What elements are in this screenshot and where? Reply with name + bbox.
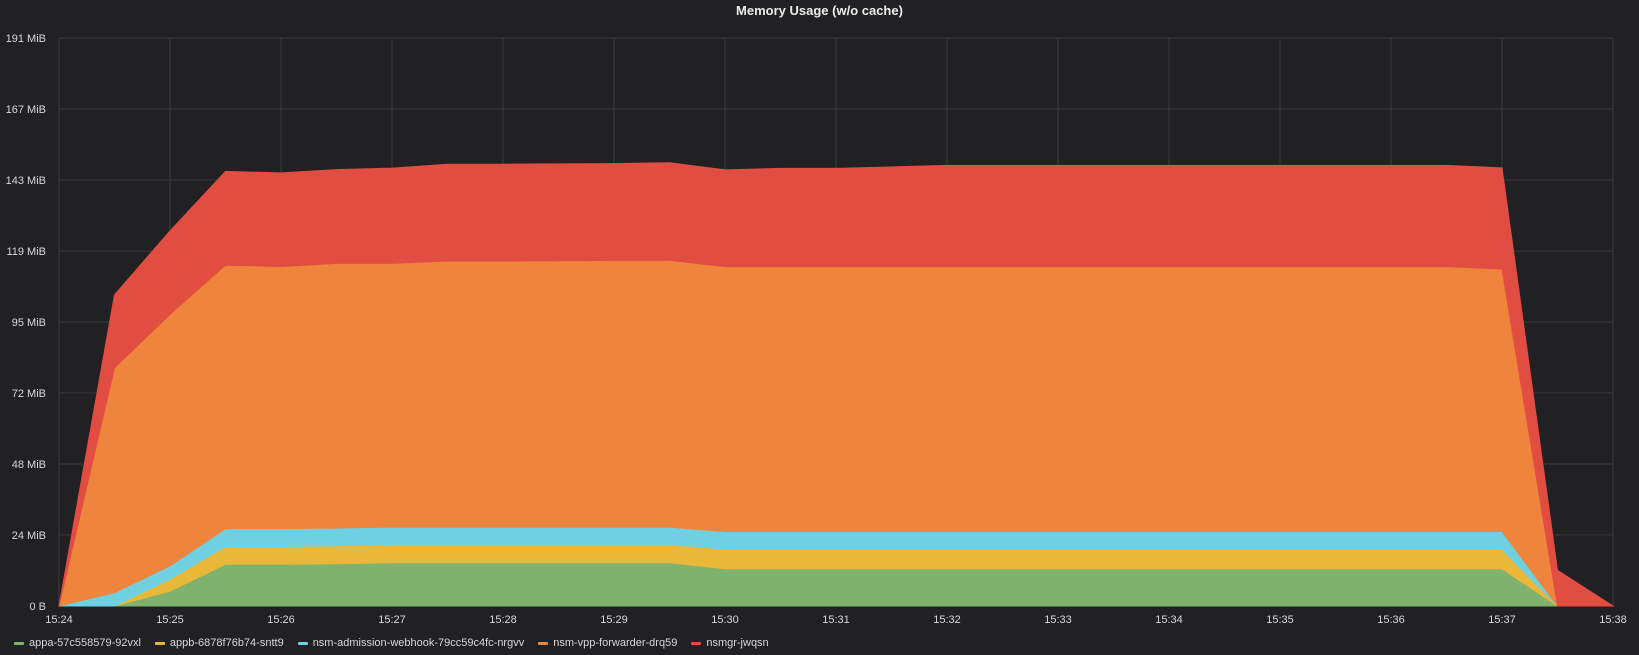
y-tick-label: 24 MiB xyxy=(12,530,46,542)
legend-label: appa-57c558579-92vxl xyxy=(29,637,141,649)
y-tick-label: 119 MiB xyxy=(6,246,46,258)
x-tick-label: 15:27 xyxy=(378,614,406,626)
x-tick-label: 15:30 xyxy=(711,614,739,626)
y-tick-label: 95 MiB xyxy=(12,317,46,329)
chart-area[interactable]: 0 B 24 MiB 48 MiB 72 MiB 95 MiB 119 MiB 143 Mi… xyxy=(0,0,1639,632)
y-tick-label: 72 MiB xyxy=(12,388,46,400)
legend-item[interactable]: appb-6878f76b74-sntt9 xyxy=(154,637,284,649)
legend: appa-57c558579-92vxl appb-6878f76b74-sntt… xyxy=(14,635,769,651)
x-tick-label: 15:38 xyxy=(1599,614,1627,626)
x-axis: 15:24 15:25 15:26 15:27 15:28 15:29 15:30 15:31… xyxy=(45,614,1627,626)
series-area-nsmgr-jwqsn[interactable] xyxy=(58,162,1615,607)
x-tick-label: 15:32 xyxy=(933,614,961,626)
legend-label: nsmgr-jwqsn xyxy=(706,637,769,649)
x-tick-label: 15:35 xyxy=(1266,614,1294,626)
y-axis: 0 B 24 MiB 48 MiB 72 MiB 95 MiB 119 MiB 143 Mi… xyxy=(6,33,46,613)
x-tick-label: 15:36 xyxy=(1377,614,1405,626)
legend-swatch xyxy=(297,641,308,645)
y-tick-label: 0 B xyxy=(29,601,46,613)
x-tick-label: 15:37 xyxy=(1488,614,1516,626)
y-tick-label: 143 MiB xyxy=(6,175,46,187)
legend-item[interactable]: appa-57c558579-92vxl xyxy=(14,637,141,649)
x-tick-label: 15:31 xyxy=(822,614,850,626)
x-tick-label: 15:34 xyxy=(1155,614,1183,626)
y-tick-label: 167 MiB xyxy=(6,104,46,116)
x-tick-label: 15:28 xyxy=(489,614,517,626)
x-tick-label: 15:29 xyxy=(600,614,628,626)
legend-item[interactable]: nsm-vpp-forwarder-drq59 xyxy=(538,637,677,649)
x-tick-label: 15:24 xyxy=(45,614,73,626)
panel-title[interactable]: Memory Usage (w/o cache) xyxy=(736,3,903,18)
legend-item[interactable]: nsm-admission-webhook-79cc59c4fc-nrgvv xyxy=(297,637,525,649)
y-tick-label: 191 MiB xyxy=(6,33,46,45)
x-tick-label: 15:33 xyxy=(1044,614,1072,626)
legend-swatch xyxy=(154,641,165,645)
legend-item[interactable]: nsmgr-jwqsn xyxy=(691,637,769,649)
y-tick-label: 48 MiB xyxy=(12,459,46,471)
x-tick-label: 15:25 xyxy=(156,614,184,626)
x-tick-label: 15:26 xyxy=(267,614,295,626)
legend-swatch xyxy=(691,641,702,645)
stacked-areas xyxy=(58,162,1615,607)
legend-label: nsm-admission-webhook-79cc59c4fc-nrgvv xyxy=(312,637,525,649)
legend-swatch xyxy=(14,641,24,645)
legend-swatch xyxy=(538,641,549,645)
legend-label: nsm-vpp-forwarder-drq59 xyxy=(553,637,678,649)
legend-label: appb-6878f76b74-sntt9 xyxy=(169,637,284,649)
